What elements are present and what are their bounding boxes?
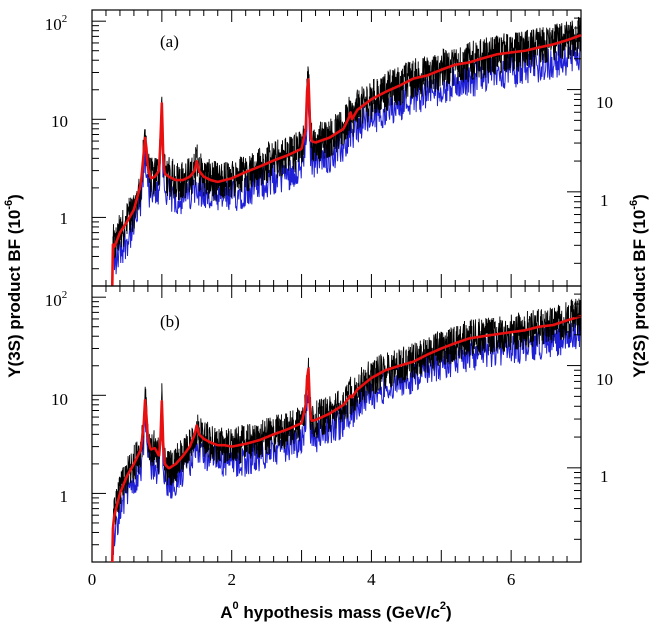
x-tick-label: 2 bbox=[227, 570, 236, 589]
y-axis-title-right: Υ(2S) product BF (10-6) bbox=[628, 194, 649, 378]
x-tick-label: 0 bbox=[88, 570, 97, 589]
panel-b-tag: (b) bbox=[160, 312, 180, 331]
panel-b-red-curve bbox=[110, 314, 582, 563]
panel-b-blue-series bbox=[112, 317, 582, 555]
blue-series-line bbox=[112, 35, 582, 275]
panel-b-right-tick-labels: 1 10 bbox=[596, 370, 613, 486]
x-axis-title-rest: hypothesis mass (GeV/c bbox=[239, 603, 440, 622]
black-series-line bbox=[112, 16, 582, 260]
x-axis-title: A0 hypothesis mass (GeV/c2) bbox=[220, 600, 451, 622]
y-tick-label: 1 bbox=[60, 487, 69, 506]
y-axis-title-right-close: ) bbox=[630, 194, 649, 200]
y-tick-exp: 2 bbox=[62, 289, 68, 301]
y2-tick-label: 1 bbox=[600, 191, 609, 210]
y-axis-title-left-sup: -6 bbox=[3, 200, 15, 210]
panel-a-right-tick-labels: 1 10 bbox=[596, 93, 613, 210]
y-axis-title-left-main: Υ(3S) product BF (10 bbox=[5, 210, 24, 378]
y-axis-title-right-main: Υ(2S) product BF (10 bbox=[630, 210, 649, 378]
y-tick-exp: 2 bbox=[62, 13, 68, 25]
y-axis-title-right-sup: -6 bbox=[628, 200, 640, 210]
x-axis-title-a: A bbox=[220, 603, 232, 622]
panel-a-blue-series bbox=[112, 35, 582, 275]
panel-b-ticks bbox=[91, 285, 582, 563]
x-axis-title-sup: 0 bbox=[233, 600, 239, 612]
y-tick-label: 102 bbox=[45, 13, 68, 34]
y-tick-base: 10 bbox=[45, 15, 62, 34]
y-tick-label: 10 bbox=[51, 112, 68, 131]
panel-b: (b) bbox=[91, 285, 582, 563]
panel-a-left-tick-labels: 1 10 102 bbox=[45, 13, 68, 228]
x-axis-title-unit-sup: 2 bbox=[440, 600, 446, 612]
x-axis-title-end: ) bbox=[446, 603, 452, 622]
y2-tick-label: 1 bbox=[600, 467, 609, 486]
panel-a-black-series bbox=[112, 16, 582, 260]
y-axis-title-left-close: ) bbox=[5, 194, 24, 200]
panel-a-red-curve bbox=[110, 33, 582, 287]
panel-a-ticks bbox=[91, 9, 582, 287]
y-tick-label: 102 bbox=[45, 289, 68, 310]
y-tick-label: 10 bbox=[51, 390, 68, 409]
y-axis-title-left: Υ(3S) product BF (10-6) bbox=[3, 194, 24, 378]
red-curve-line bbox=[110, 314, 582, 563]
blue-series-line bbox=[112, 317, 582, 555]
panel-b-frame bbox=[91, 285, 582, 563]
y2-tick-label: 10 bbox=[596, 370, 613, 389]
red-curve-line bbox=[110, 33, 582, 287]
x-tick-label: 4 bbox=[367, 570, 376, 589]
panel-a-tag: (a) bbox=[160, 32, 179, 51]
y2-tick-label: 10 bbox=[596, 93, 613, 112]
panel-b-left-tick-labels: 1 10 102 bbox=[45, 289, 68, 506]
y-tick-base: 10 bbox=[45, 291, 62, 310]
x-tick-label: 6 bbox=[507, 570, 516, 589]
x-tick-labels: 0 2 4 6 bbox=[88, 570, 516, 589]
y-tick-label: 1 bbox=[60, 209, 69, 228]
panel-a: (a) bbox=[91, 9, 582, 287]
